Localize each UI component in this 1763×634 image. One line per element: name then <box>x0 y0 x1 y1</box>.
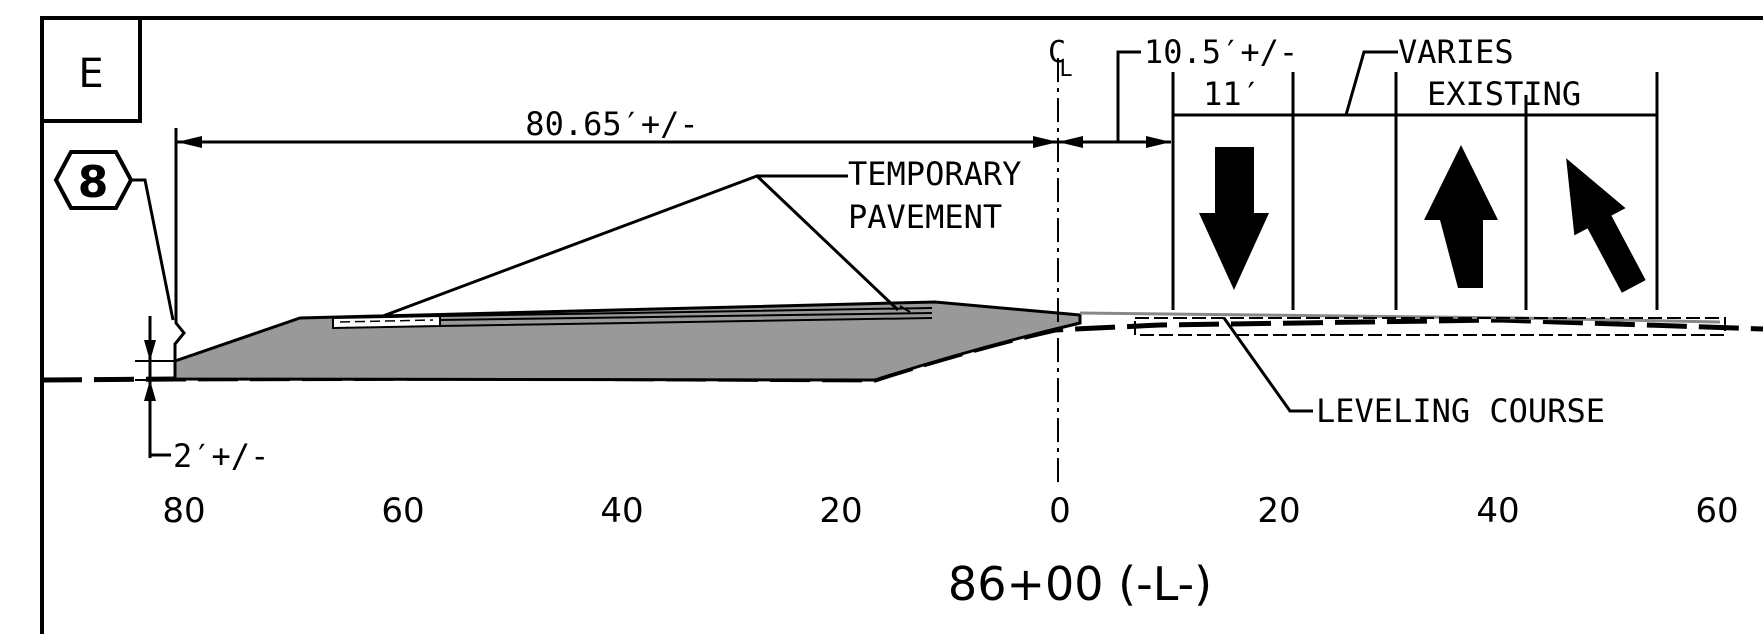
lane-lines <box>1171 72 1659 310</box>
offset-label: 10.5′+/- <box>1144 33 1298 71</box>
axis-tick-label: 80 <box>162 491 205 531</box>
down-arrow-icon <box>1199 147 1269 290</box>
axis-tick-label: 60 <box>1695 491 1738 531</box>
station-label: 86+00 (-L-) <box>948 557 1212 611</box>
leveling-course-label: LEVELING COURSE <box>1316 392 1605 430</box>
temporary-pavement-label-2: PAVEMENT <box>848 198 1002 236</box>
varies-leader <box>1344 50 1398 116</box>
axis-ticks: 80 60 40 20 0 20 40 60 <box>162 491 1738 531</box>
depth-label: 2′+/- <box>173 437 269 475</box>
existing-pavement-outline <box>1134 317 1726 336</box>
offset-dimension <box>1058 50 1171 148</box>
pavement-layer-strip <box>332 305 933 330</box>
axis-tick-label: 60 <box>381 491 424 531</box>
section-letter: E <box>78 51 103 97</box>
varies-label: VARIES <box>1398 33 1514 71</box>
section-letter-box <box>42 18 142 123</box>
centerline-sub: L <box>1059 57 1072 82</box>
sheet-frame <box>40 16 1763 634</box>
temporary-pavement-label-1: TEMPORARY <box>848 155 1021 193</box>
axis-tick-label: 20 <box>819 491 862 531</box>
depth-dimension <box>135 316 176 458</box>
up-left-arrow-icon <box>1566 158 1646 293</box>
axis-tick-label: 0 <box>1049 491 1071 531</box>
existing-label: EXISTING <box>1427 75 1581 113</box>
centerline-label: C <box>1048 35 1066 70</box>
lane-width-label: 11′ <box>1203 75 1261 113</box>
axis-tick-label: 40 <box>1476 491 1519 531</box>
left-width-label: 80.65′+/- <box>525 105 698 143</box>
axis-tick-label: 20 <box>1257 491 1300 531</box>
temporary-pavement-leader <box>382 174 900 318</box>
note-leader <box>131 178 175 321</box>
curb-detail <box>173 128 186 380</box>
leveling-course-leader <box>1222 317 1313 413</box>
left-width-dimension <box>177 136 1058 148</box>
up-arrow-icon <box>1424 145 1498 288</box>
note-number: 8 <box>78 157 109 208</box>
axis-tick-label: 40 <box>600 491 643 531</box>
